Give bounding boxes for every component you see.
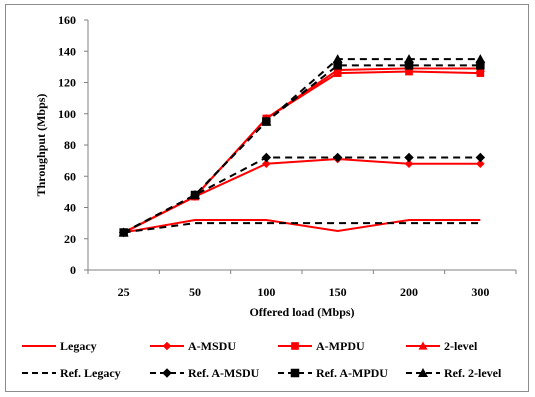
data-point: [476, 61, 485, 70]
y-tick-label: 120: [58, 76, 76, 90]
legend-entry: A-MSDU: [150, 339, 236, 353]
legend-label: Ref. Legacy: [60, 366, 121, 380]
y-tick-label: 140: [58, 44, 76, 58]
x-tick-label: 300: [471, 285, 489, 299]
y-tick-label: 160: [58, 13, 76, 27]
legend-label: Ref. 2-level: [444, 366, 502, 380]
legend-entry: Ref. Legacy: [22, 366, 121, 380]
x-tick-label: 100: [257, 285, 275, 299]
legend-entry: Ref. 2-level: [406, 366, 502, 380]
data-point: [404, 159, 414, 169]
data-point: [333, 61, 342, 70]
x-tick-label: 50: [189, 285, 201, 299]
series-line: [123, 158, 481, 234]
series-line: [123, 67, 481, 234]
y-tick-label: 0: [70, 263, 76, 277]
series-line: [123, 64, 481, 234]
legend-marker: [290, 368, 300, 378]
legend-marker: [418, 368, 428, 377]
series-line: [123, 219, 481, 234]
y-axis-title: Throughput (Mbps): [34, 94, 48, 197]
legend-entry: Legacy: [22, 339, 97, 353]
y-tick-label: 100: [58, 107, 76, 121]
legend-marker: [418, 341, 428, 350]
x-axis-title: Offered load (Mbps): [249, 305, 354, 319]
series-legacy: [123, 219, 481, 234]
legend-entry: Ref. A-MSDU: [150, 366, 260, 380]
legend: Legacy A-MSDU A-MPDU 2-level Ref. Legacy Ref.…: [22, 339, 502, 380]
y-tick-label: 40: [64, 201, 76, 215]
legend-entry: A-MPDU: [278, 339, 365, 353]
legend-marker: [291, 342, 299, 350]
data-point: [476, 159, 485, 169]
legend-label: A-MPDU: [316, 339, 365, 353]
data-point: [262, 159, 271, 169]
data-point: [475, 152, 486, 163]
legend-marker: [162, 368, 172, 378]
legend-marker: [162, 341, 172, 351]
x-tick-label: 25: [118, 285, 130, 299]
series-layer: [118, 54, 486, 238]
data-point: [476, 69, 485, 77]
y-tick-label: 80: [64, 138, 76, 152]
data-point: [404, 54, 414, 64]
data-point: [261, 152, 272, 163]
data-point: [404, 152, 414, 163]
legend-entry: Ref. A-MPDU: [278, 366, 388, 380]
series-line: [123, 156, 481, 234]
data-point: [261, 116, 272, 126]
data-point: [190, 190, 200, 199]
y-tick-label: 20: [64, 232, 76, 246]
legend-entry: 2-level: [406, 339, 478, 353]
x-tick-label: 150: [329, 285, 347, 299]
series-line: [123, 70, 481, 234]
legend-label: Legacy: [60, 339, 97, 353]
y-tick-label: 60: [64, 169, 76, 183]
data-point: [475, 54, 486, 64]
legend-label: Ref. A-MPDU: [316, 366, 388, 380]
series-ref-a-mpdu: [119, 61, 485, 237]
data-point: [118, 227, 129, 237]
legend-label: A-MSDU: [188, 339, 236, 353]
data-point: [332, 152, 343, 163]
legend-label: Ref. A-MSDU: [188, 366, 260, 380]
axes: [84, 19, 517, 274]
data-point: [404, 61, 414, 70]
legend-label: 2-level: [444, 339, 478, 353]
series-ref-2-level: [118, 54, 486, 237]
tick-labels: 0 20 40 60 80 100 120 140 160 25 50 100 150 200 300: [58, 13, 489, 299]
data-point: [332, 54, 343, 64]
x-tick-label: 200: [400, 285, 418, 299]
series-line: [123, 58, 481, 234]
